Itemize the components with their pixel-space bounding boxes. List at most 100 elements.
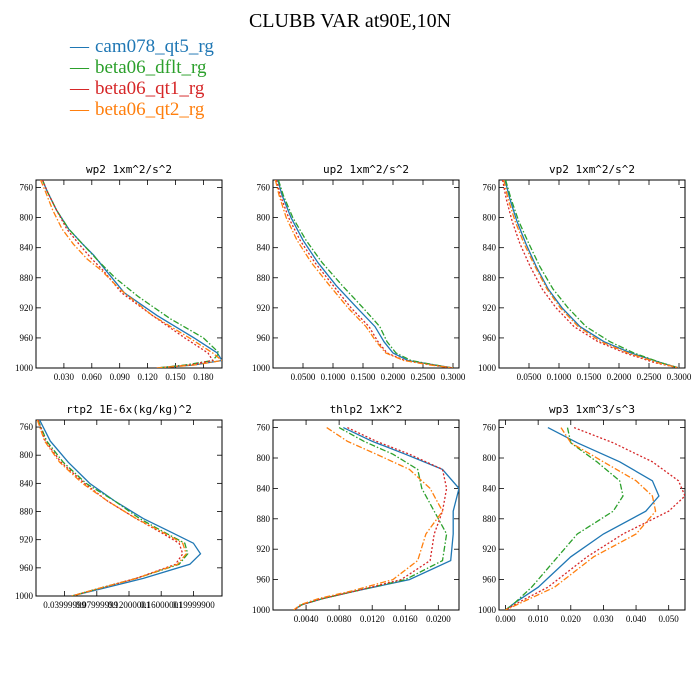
x-tick-label: 0.0500 xyxy=(291,372,316,382)
x-tick-label: 0.1500 xyxy=(577,372,602,382)
y-tick-label: 1000 xyxy=(15,363,34,373)
y-tick-label: 1000 xyxy=(252,605,271,615)
series-line-beta06_qt2_rg xyxy=(293,427,444,610)
y-tick-label: 960 xyxy=(20,333,34,343)
legend-swatch: — xyxy=(70,99,89,120)
y-tick-label: 840 xyxy=(20,478,34,488)
series-line-beta06_qt2_rg xyxy=(274,180,454,368)
plot-frame xyxy=(35,419,223,597)
y-tick-label: 880 xyxy=(483,273,497,283)
legend-item: — beta06_dflt_rg xyxy=(70,57,214,78)
y-tick-label: 760 xyxy=(20,183,34,193)
y-tick-label: 840 xyxy=(257,243,271,253)
y-tick-label: 960 xyxy=(483,333,497,343)
plot-frame xyxy=(272,179,460,369)
legend-swatch: — xyxy=(70,57,89,78)
y-tick-label: 800 xyxy=(257,213,271,223)
y-tick-label: 920 xyxy=(483,303,497,313)
chart-panel: thlp2 1xK^2 0.0040 0.0080 0.0120 0.0160 0.020… xyxy=(252,403,460,624)
y-tick-label: 960 xyxy=(483,575,497,585)
y-tick-label: 880 xyxy=(20,507,34,517)
x-tick-label: 0.1500 xyxy=(351,372,376,382)
x-tick-label: 0.040 xyxy=(626,614,647,624)
page-title: CLUBB VAR at90E,10N xyxy=(248,10,452,32)
y-tick-label: 920 xyxy=(20,535,34,545)
y-tick-label: 1000 xyxy=(478,363,497,373)
y-tick-label: 760 xyxy=(257,423,271,433)
series-line-beta06_qt1_rg xyxy=(293,427,448,610)
y-tick-label: 1000 xyxy=(478,605,497,615)
plot-frame xyxy=(498,419,686,611)
y-tick-label: 920 xyxy=(257,544,271,554)
series-line-beta06_qt2_rg xyxy=(505,427,657,610)
chart-title: wp3 1xm^3/s^3 xyxy=(549,403,635,416)
chart-panel: vp2 1xm^2/s^2 0.0500 0.1000 0.1500 0.2000 0.2… xyxy=(478,163,692,382)
series-line-cam078_qt5_rg xyxy=(39,420,202,596)
series-line-beta06_dflt_rg xyxy=(505,427,624,610)
chart-title: vp2 1xm^2/s^2 xyxy=(549,163,635,176)
x-tick-label: 0.19999900 xyxy=(172,600,215,610)
chart-title: rtp2 1E-6x(kg/kg)^2 xyxy=(66,403,192,416)
series-line-beta06_dflt_rg xyxy=(293,427,448,610)
y-tick-label: 960 xyxy=(20,563,34,573)
y-tick-label: 1000 xyxy=(15,591,34,601)
x-tick-label: 0.0160 xyxy=(393,614,418,624)
x-tick-label: 0.1000 xyxy=(547,372,572,382)
y-tick-label: 920 xyxy=(20,303,34,313)
chart-title: wp2 1xm^2/s^2 xyxy=(86,163,172,176)
plot-frame xyxy=(272,419,460,611)
y-tick-label: 920 xyxy=(483,544,497,554)
legend: — cam078_qt5_rg — beta06_dflt_rg — beta06_qt1… xyxy=(70,36,214,120)
x-tick-label: 0.12000001 xyxy=(108,600,151,610)
y-tick-label: 800 xyxy=(257,453,271,463)
y-tick-label: 760 xyxy=(257,183,271,193)
x-tick-label: 0.050 xyxy=(659,614,680,624)
y-tick-label: 760 xyxy=(483,183,497,193)
y-tick-label: 800 xyxy=(483,453,497,463)
series-line-beta06_qt1_rg xyxy=(505,426,685,610)
x-tick-label: 0.2500 xyxy=(411,372,436,382)
series-line-beta06_qt1_rg xyxy=(501,180,680,368)
y-tick-label: 1000 xyxy=(252,363,271,373)
x-tick-label: 0.090 xyxy=(110,372,131,382)
series-line-cam078_qt5_rg xyxy=(504,180,680,368)
y-tick-label: 880 xyxy=(257,514,271,524)
y-tick-label: 920 xyxy=(257,303,271,313)
legend-swatch: — xyxy=(70,78,89,99)
plot-frame xyxy=(498,179,686,369)
series-line-beta06_qt1_rg xyxy=(275,180,454,368)
chart-panel: up2 1xm^2/s^2 0.0500 0.1000 0.1500 0.2000 0.2… xyxy=(252,163,466,382)
x-tick-label: 0.07999999 xyxy=(75,600,118,610)
legend-label: beta06_dflt_rg xyxy=(95,57,207,78)
y-tick-label: 840 xyxy=(20,243,34,253)
y-tick-label: 960 xyxy=(257,575,271,585)
y-tick-label: 840 xyxy=(483,483,497,493)
series-line-beta06_dflt_rg xyxy=(41,180,221,368)
x-tick-label: 0.0120 xyxy=(360,614,385,624)
x-tick-label: 0.020 xyxy=(561,614,582,624)
chart-panel: rtp2 1E-6x(kg/kg)^20.039999990.079999990… xyxy=(15,403,223,610)
chart-title: up2 1xm^2/s^2 xyxy=(323,163,409,176)
series-line-cam078_qt5_rg xyxy=(505,427,660,610)
plot-frame xyxy=(35,179,223,369)
x-tick-label: 0.03999999 xyxy=(43,600,86,610)
series-line-cam078_qt5_rg xyxy=(293,427,459,610)
chart-panel: wp3 1xm^3/s^3 0.000 0.010 0.020 0.030 0.040 0.… xyxy=(478,403,686,624)
series-line-beta06_dflt_rg xyxy=(37,420,189,596)
x-tick-label: 0.1000 xyxy=(321,372,346,382)
legend-item: — beta06_qt1_rg xyxy=(70,78,214,99)
series-line-beta06_qt2_rg xyxy=(36,420,187,596)
legend-swatch: — xyxy=(70,36,89,57)
y-tick-label: 840 xyxy=(483,243,497,253)
legend-label: beta06_qt2_rg xyxy=(95,99,205,120)
y-tick-label: 840 xyxy=(257,483,271,493)
x-tick-label: 0.000 xyxy=(495,614,516,624)
series-line-beta06_qt1_rg xyxy=(41,180,214,368)
legend-label: beta06_qt1_rg xyxy=(95,78,205,99)
x-tick-label: 0.3000 xyxy=(441,372,466,382)
legend-label: cam078_qt5_rg xyxy=(95,36,214,57)
x-tick-label: 0.180 xyxy=(193,372,214,382)
x-tick-label: 0.150 xyxy=(165,372,186,382)
x-tick-label: 0.0080 xyxy=(327,614,352,624)
